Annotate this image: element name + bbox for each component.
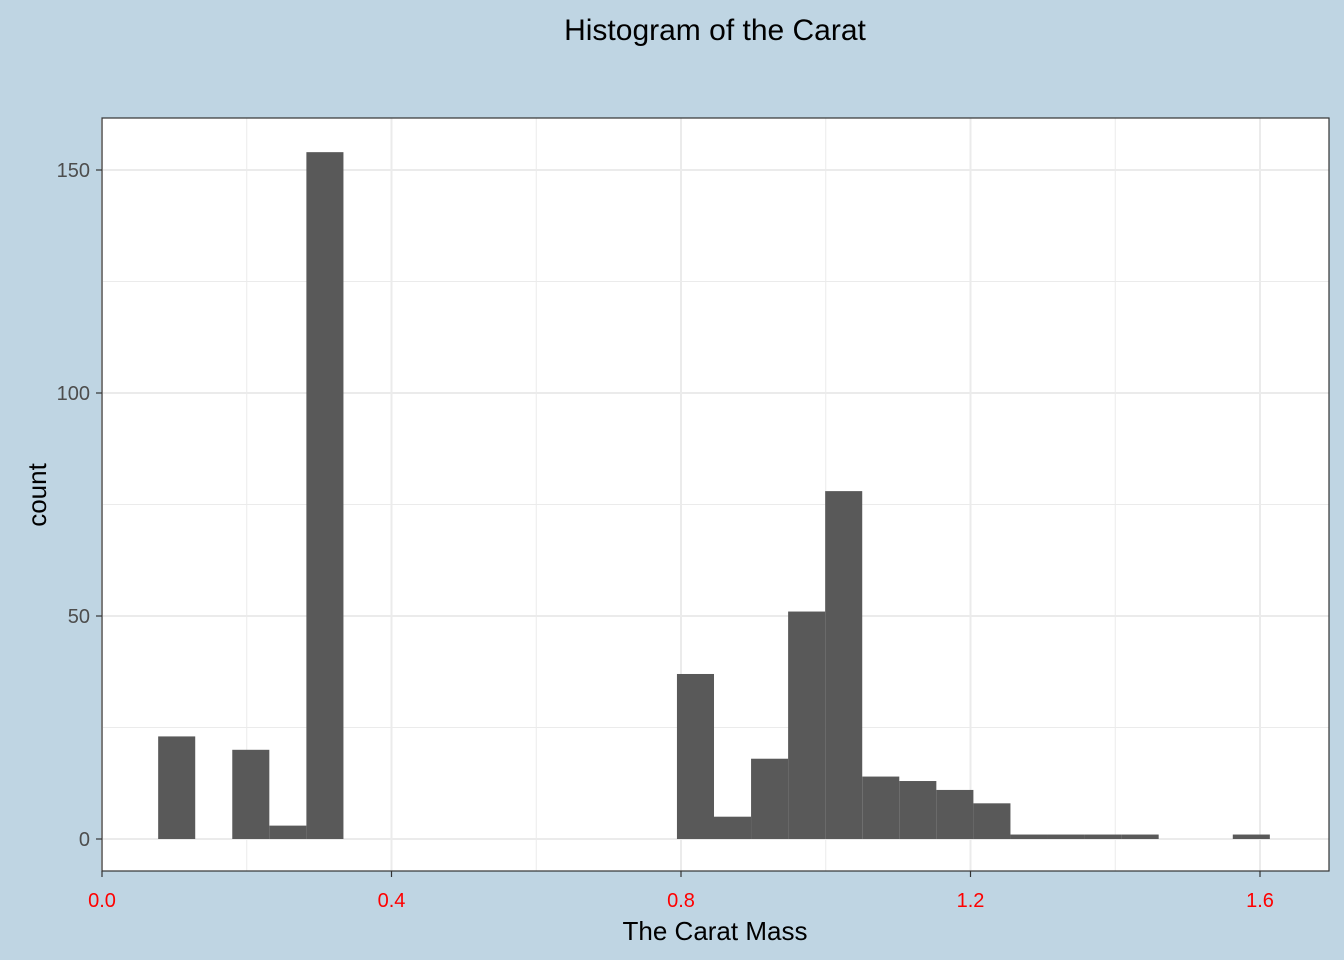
histogram-bar — [1232, 834, 1270, 839]
plot-panel-border — [101, 117, 1330, 872]
x-tick-label: 0.8 — [667, 890, 695, 912]
histogram-bar — [1010, 834, 1048, 839]
x-tick-label: 1.6 — [1246, 890, 1274, 912]
y-tick-label: 100 — [57, 383, 90, 405]
histogram-bar — [899, 781, 937, 839]
y-tick-label: 0 — [79, 829, 90, 851]
histogram-bar — [158, 736, 196, 839]
chart-title: Histogram of the Carat — [564, 14, 866, 47]
histogram-bar — [269, 825, 307, 839]
x-axis-label: The Carat Mass — [623, 916, 808, 946]
histogram-bar — [751, 758, 789, 839]
histogram-bar — [676, 673, 715, 839]
histogram-bars — [158, 152, 1270, 839]
x-tick-label: 1.2 — [957, 890, 985, 912]
y-tick-label: 50 — [68, 606, 90, 628]
histogram-bar — [973, 803, 1011, 839]
histogram-bar — [1047, 834, 1085, 839]
x-tick-label: 0.0 — [88, 890, 116, 912]
histogram-bar — [788, 611, 826, 839]
plot-panel — [102, 118, 1329, 871]
histogram-bar — [862, 776, 900, 839]
x-tick-label: 0.4 — [378, 890, 406, 912]
histogram-bar — [1121, 834, 1159, 839]
y-axis: 0 50 100 150 — [57, 160, 102, 851]
y-tick-label: 150 — [57, 160, 90, 182]
histogram-bar — [936, 789, 974, 839]
histogram-bar — [306, 152, 344, 839]
y-axis-label: count — [22, 462, 52, 526]
x-axis: 0.0 0.4 0.8 1.2 1.6 — [88, 871, 1274, 912]
histogram-bar — [714, 816, 752, 839]
histogram-bar — [1084, 834, 1122, 839]
histogram-bar — [232, 749, 270, 839]
histogram-bar — [825, 491, 863, 839]
